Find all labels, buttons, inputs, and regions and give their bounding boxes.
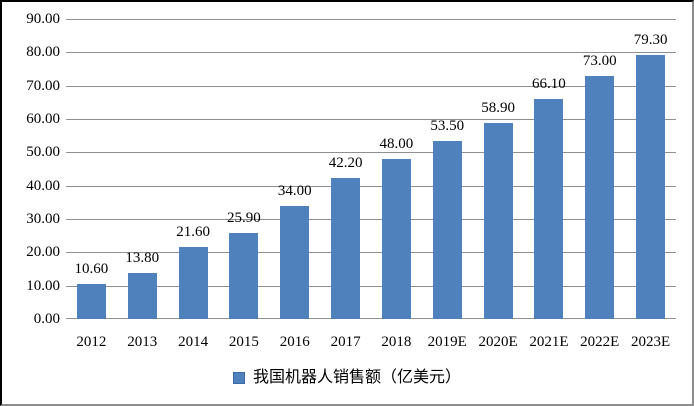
x-tick-label-2013: 2013 xyxy=(127,334,158,350)
bar-2021E xyxy=(534,99,564,319)
gridline xyxy=(66,52,676,54)
legend: 我国机器人销售额（亿美元） xyxy=(2,369,692,387)
y-tick-label: 70.00 xyxy=(26,77,60,94)
y-tick-label: 80.00 xyxy=(26,44,60,61)
bar-value-label-2019E: 53.50 xyxy=(430,118,465,134)
gridline xyxy=(66,252,676,254)
bar-value-label-2012: 10.60 xyxy=(74,261,109,277)
bar-value-label-2020E: 58.90 xyxy=(481,100,515,116)
bar-2015 xyxy=(229,233,259,319)
bar-2023E xyxy=(636,55,666,319)
x-tick-label-2022E: 2022E xyxy=(580,334,620,350)
x-tick-label-2016: 2016 xyxy=(279,334,310,350)
x-tick-label-2014: 2014 xyxy=(178,334,209,350)
x-tick-label-2023E: 2023E xyxy=(630,334,671,350)
x-tick-label-2019E: 2019E xyxy=(427,334,467,350)
bar-2014 xyxy=(178,247,208,319)
bar-2012 xyxy=(76,284,106,319)
y-tick-label: 60.00 xyxy=(26,111,60,127)
bar-value-label-2013: 13.80 xyxy=(125,250,160,266)
y-tick-label: 40.00 xyxy=(26,177,60,194)
x-tick-label-2017: 2017 xyxy=(330,334,361,350)
bar-value-label-2017: 42.20 xyxy=(328,155,363,171)
x-tick-label-2018: 2018 xyxy=(381,334,412,350)
bar-value-label-2016: 34.00 xyxy=(277,183,312,199)
y-tick-label: 10.00 xyxy=(26,277,60,294)
gridline xyxy=(66,85,676,87)
y-tick-label: 20.00 xyxy=(26,244,60,261)
bar-2019E xyxy=(432,141,462,319)
bar-2022E xyxy=(585,76,615,319)
x-axis-labels: 2012 2013 2014 2015 2016 2017 2018 2019E 2020E 20… xyxy=(66,333,676,353)
gridline xyxy=(66,185,676,187)
x-tick-label-2015: 2015 xyxy=(228,334,259,350)
x-tick-label-2020E: 2020E xyxy=(478,334,518,350)
bar-value-label-2021E: 66.10 xyxy=(532,76,566,92)
gridline xyxy=(66,119,676,120)
legend-series-marker-icon xyxy=(232,372,245,384)
y-tick-label: 50.00 xyxy=(26,144,60,161)
bar-2020E xyxy=(483,123,513,319)
bar-value-label-2018: 48.00 xyxy=(379,136,414,152)
gridline xyxy=(66,19,676,20)
legend-series-label: 我国机器人销售额（亿美元） xyxy=(252,369,461,386)
gridline xyxy=(66,219,676,220)
y-axis-labels: 0.00 10.00 20.00 30.00 40.00 50.00 60.00 70.00 8… xyxy=(2,11,60,327)
bar-2013 xyxy=(127,273,157,319)
x-tick-label-2012: 2012 xyxy=(76,334,107,350)
bar-value-label-2014: 21.60 xyxy=(176,224,210,240)
gridline xyxy=(66,152,676,154)
gridline xyxy=(66,318,676,319)
y-tick-label: 30.00 xyxy=(26,211,60,227)
bar-2017 xyxy=(331,178,361,319)
y-tick-label: 90.00 xyxy=(26,11,60,27)
bar-value-label-2022E: 73.00 xyxy=(582,53,617,69)
y-tick-label: 0.00 xyxy=(33,311,60,327)
bar-2018 xyxy=(381,159,411,319)
plot-area: 10.60 13.80 21.60 25.90 34.00 42.20 48.00 53.50… xyxy=(66,19,676,319)
bar-2016 xyxy=(280,206,310,319)
gridline xyxy=(66,285,676,287)
x-tick-label-2021E: 2021E xyxy=(529,334,569,350)
bar-value-label-2015: 25.90 xyxy=(227,210,261,226)
bar-value-label-2023E: 79.30 xyxy=(633,32,668,48)
